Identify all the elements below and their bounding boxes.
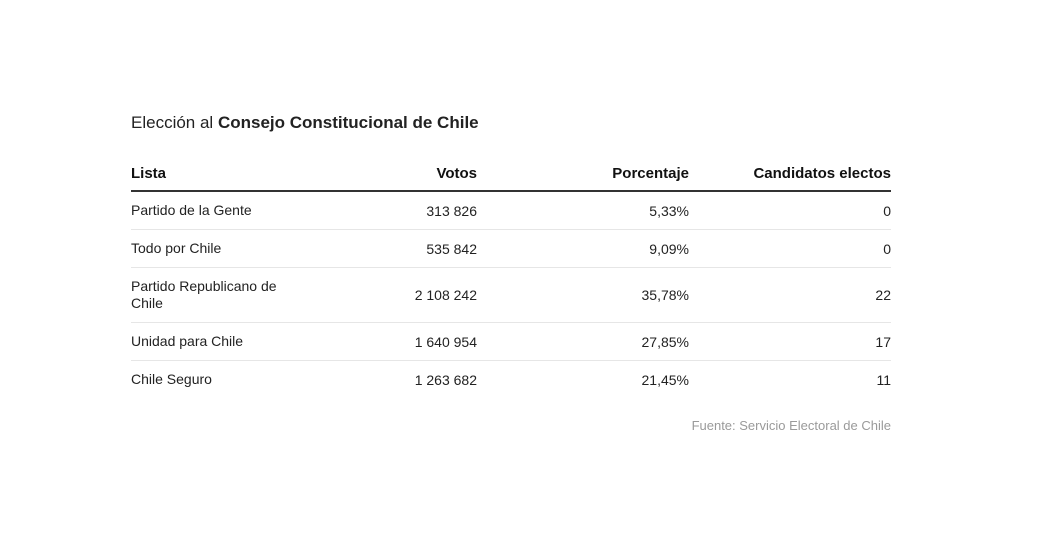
cell-candidatos: 17 bbox=[689, 322, 891, 361]
cell-candidatos: 22 bbox=[689, 267, 891, 323]
table-row: Todo por Chile 535 842 9,09% 0 bbox=[131, 229, 891, 268]
cell-lista: Unidad para Chile bbox=[131, 322, 291, 361]
table-widget: Elección al Consejo Constitucional de Ch… bbox=[131, 112, 891, 433]
cell-lista: Partido de la Gente bbox=[131, 191, 291, 230]
cell-porcentaje: 21,45% bbox=[641, 371, 689, 388]
col-header-votos: Votos bbox=[291, 160, 477, 192]
col-header-porcentaje: Porcentaje bbox=[477, 160, 689, 192]
results-table: Lista Votos Porcentaje Candidatos electo… bbox=[131, 160, 891, 398]
cell-votos: 313 826 bbox=[291, 191, 477, 230]
title-prefix: Elección al bbox=[131, 113, 218, 132]
col-header-candidatos: Candidatos electos bbox=[689, 160, 891, 192]
cell-porcentaje: 35,78% bbox=[477, 267, 689, 323]
cell-lista: Todo por Chile bbox=[131, 229, 291, 268]
cell-lista: Chile Seguro bbox=[131, 361, 291, 399]
table-row: Partido Republicano de Chile 2 108 242 3… bbox=[131, 267, 891, 323]
cell-votos: 535 842 bbox=[291, 229, 477, 268]
table-row: Chile Seguro 1 263 682 21,45% 11 bbox=[131, 361, 891, 399]
cell-candidatos: 11 bbox=[876, 371, 891, 388]
title-bold: Consejo Constitucional de Chile bbox=[217, 113, 479, 132]
cell-porcentaje: 9,09% bbox=[477, 229, 689, 268]
cell-candidatos: 0 bbox=[689, 229, 891, 268]
cell-lista-text: Unidad para Chile bbox=[131, 333, 244, 349]
cell-lista: Partido Republicano de Chile bbox=[131, 267, 291, 323]
cell-porcentaje: 5,33% bbox=[477, 191, 689, 230]
header-row: Lista Votos Porcentaje Candidatos electo… bbox=[131, 160, 891, 192]
table-row: Unidad para Chile 1 640 954 27,85% 17 bbox=[131, 322, 891, 361]
cell-lista-text: Partido Republicano de Chile bbox=[131, 278, 277, 311]
cell-lista-text: Chile Seguro bbox=[131, 371, 212, 387]
col-header-lista: Lista bbox=[131, 160, 291, 192]
cell-votos: 2 108 242 bbox=[291, 267, 477, 323]
cell-votos: 1 640 954 bbox=[291, 322, 477, 361]
cell-candidatos: 0 bbox=[689, 191, 891, 230]
cell-porcentaje: 27,85% bbox=[477, 322, 689, 361]
table-row: Partido de la Gente 313 826 5,33% 0 bbox=[131, 191, 891, 230]
cell-votos: 1 263 682 bbox=[414, 371, 477, 388]
source-note: Fuente: Servicio Electoral de Chile bbox=[691, 418, 891, 433]
cell-lista-text: Partido de la Gente bbox=[131, 202, 252, 218]
table-title: Elección al Consejo Constitucional de Ch… bbox=[131, 112, 891, 134]
cell-lista-text: Todo por Chile bbox=[131, 240, 222, 256]
